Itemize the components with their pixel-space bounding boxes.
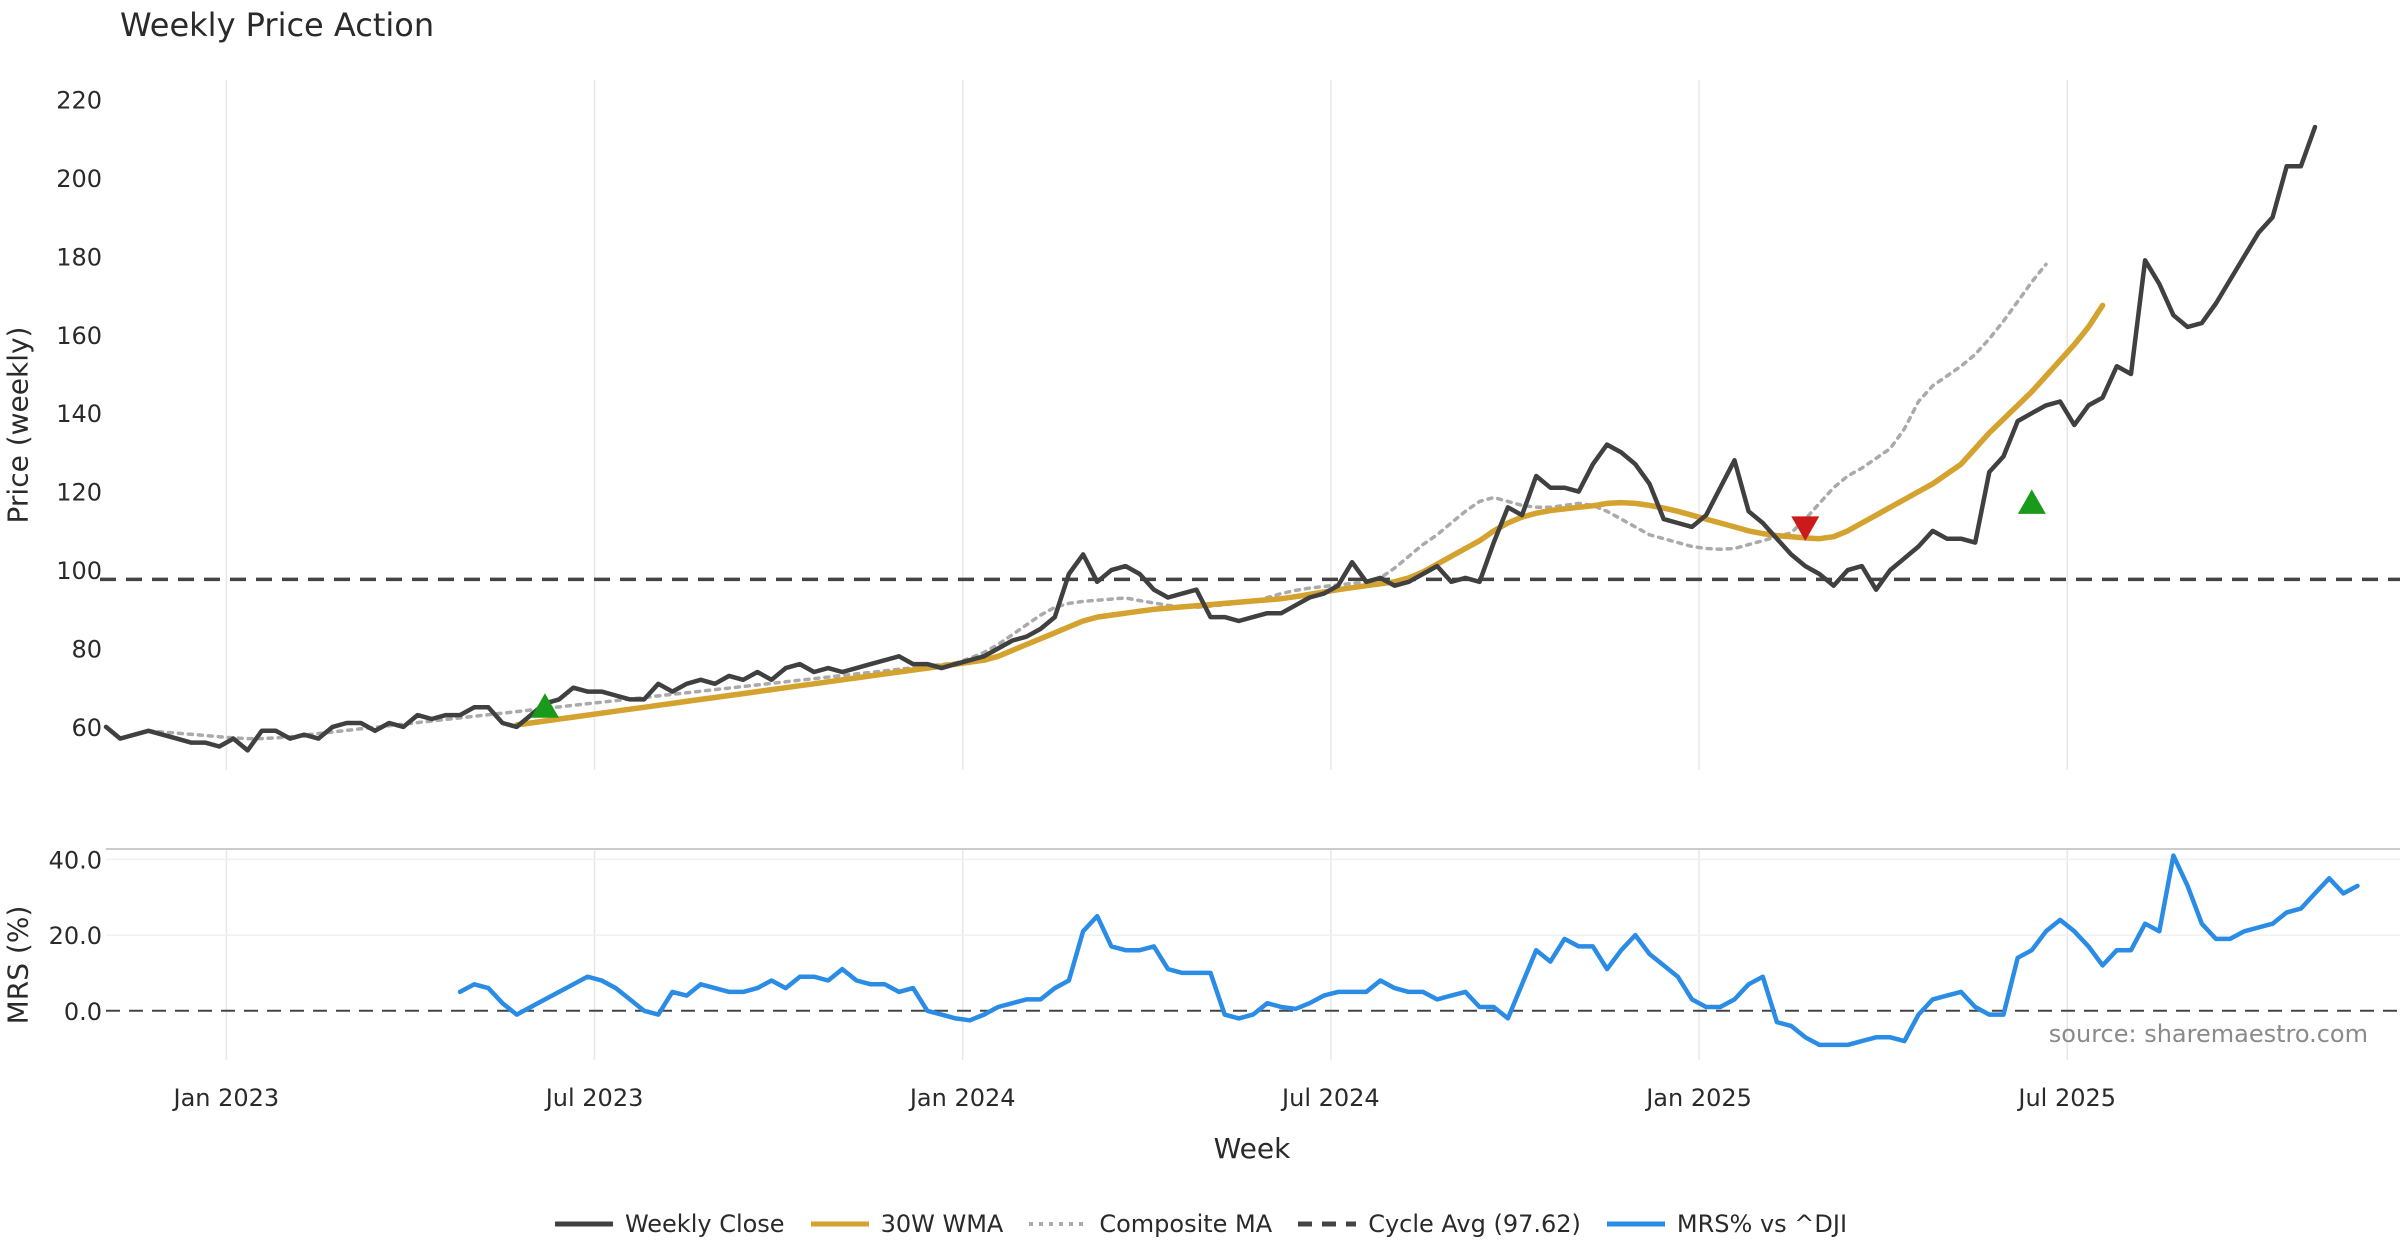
price-y-tick-label: 120 [56,479,102,507]
x-tick-label: Jan 2023 [172,1084,280,1112]
price-y-tick-label: 220 [56,87,102,115]
legend-item: 30W WMA [809,1210,1004,1238]
legend-item: Composite MA [1027,1210,1272,1238]
legend-swatch [1029,1222,1088,1226]
mrs-y-tick-label: 20.0 [49,922,102,950]
legend-label: 30W WMA [880,1210,1004,1238]
price-y-tick-label: 100 [56,557,102,585]
x-tick-label: Jan 2024 [908,1084,1016,1112]
mrs-panel-grid [106,848,2400,1060]
legend-swatch [1298,1221,1357,1227]
legend-label: Composite MA [1099,1210,1273,1238]
price-y-tick-label: 60 [71,714,102,742]
x-axis-ticks: Jan 2023 Jul 2023 Jan 2024 Jul 2024 Jan 2025… [172,1084,2117,1112]
chart-legend: Weekly Close 30W WMA Composite MA Cycle Avg… [0,1210,2400,1238]
buy-signal-marker [530,693,559,718]
x-tick-label: Jan 2025 [1644,1084,1752,1112]
x-tick-label: Jul 2023 [544,1084,644,1112]
mrs-y-tick-label: 40.0 [49,846,102,874]
price-y-tick-label: 140 [56,400,102,428]
legend-swatch [1606,1221,1665,1227]
x-tick-label: Jul 2024 [1280,1084,1380,1112]
chart-title: Weekly Price Action [120,6,435,44]
legend-label: Weekly Close [624,1210,785,1238]
legend-swatch [554,1221,613,1227]
price-y-tick-label: 80 [71,635,102,663]
mrs-line [457,853,2360,1048]
legend-item: Cycle Avg (97.62) [1296,1210,1581,1238]
legend-item: MRS% vs ^DJI [1605,1210,1847,1238]
weekly-close-line [103,124,2318,753]
buy-signal-marker [2017,489,2046,514]
wma30-line [513,302,2106,728]
mrs-y-tick-label: 0.0 [64,998,102,1026]
legend-item: Weekly Close [553,1210,785,1238]
sell-signal-marker [1791,516,1820,541]
price-y-ticks: 60 80 100 120 140 160 180 200 220 [56,87,102,742]
price-y-tick-label: 160 [56,322,102,350]
legend-label: MRS% vs ^DJI [1676,1210,1848,1238]
x-axis-label: Week [1213,1132,1291,1165]
mrs-y-axis-label: MRS (%) [1,905,35,1025]
price-y-axis-label: Price (weekly) [1,326,35,524]
markers-layer [530,489,2046,718]
legend-label: Cycle Avg (97.62) [1368,1210,1581,1238]
source-watermark: source: sharemaestro.com [2048,1020,2368,1048]
price-y-tick-label: 180 [56,243,102,271]
series-layer [100,124,2400,1048]
mrs-y-ticks: 0.0 20.0 40.0 [49,846,102,1025]
price-panel-grid [225,80,2068,770]
legend-swatch [810,1221,869,1227]
composite-ma-line [146,262,2048,741]
x-tick-label: Jul 2025 [2016,1084,2116,1112]
price-y-tick-label: 200 [56,165,102,193]
